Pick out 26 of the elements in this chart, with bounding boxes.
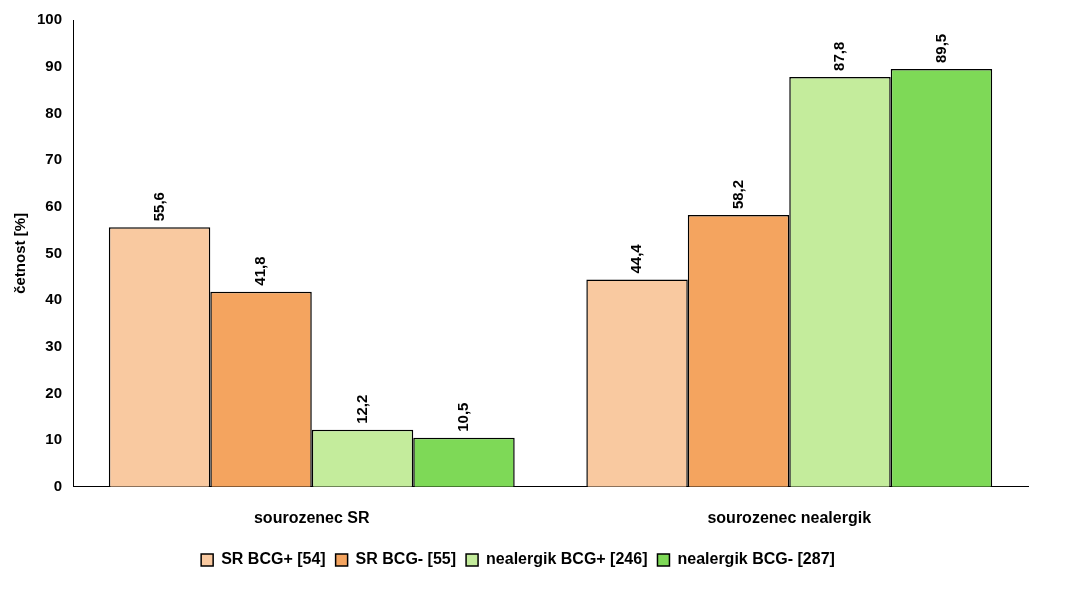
- data-label: 87,8: [830, 41, 848, 71]
- y-tick-label: 30: [45, 336, 63, 354]
- data-label: 10,5: [454, 402, 472, 432]
- y-tick-label: 10: [45, 430, 63, 448]
- y-tick-label: 100: [37, 10, 63, 28]
- data-label: 41,8: [251, 256, 269, 286]
- y-tick-label: 90: [45, 56, 63, 74]
- legend-label: SR BCG- [55]: [355, 550, 457, 568]
- data-label: 12,2: [352, 394, 370, 424]
- data-label: 44,4: [627, 243, 645, 274]
- y-tick-label: 80: [45, 103, 63, 121]
- legend-label: nealergik BCG- [287]: [677, 550, 835, 568]
- x-tick-label: sourozenec nealergik: [707, 508, 872, 526]
- y-tick-label: 50: [45, 243, 63, 261]
- data-label: 89,5: [931, 33, 949, 64]
- legend-label: SR BCG+ [54]: [221, 550, 326, 568]
- data-label: 58,2: [728, 179, 746, 210]
- legend-label: nealergik BCG+ [246]: [486, 550, 648, 568]
- y-tick-label: 0: [53, 476, 63, 494]
- y-tick-label: 70: [45, 150, 63, 168]
- x-tick-label: sourozenec SR: [253, 508, 370, 526]
- data-label: 55,6: [149, 192, 167, 222]
- y-axis-title: četnost [%]: [11, 212, 29, 294]
- y-tick-label: 40: [45, 290, 63, 308]
- y-tick-label: 60: [45, 196, 63, 214]
- y-tick-label: 20: [45, 383, 63, 401]
